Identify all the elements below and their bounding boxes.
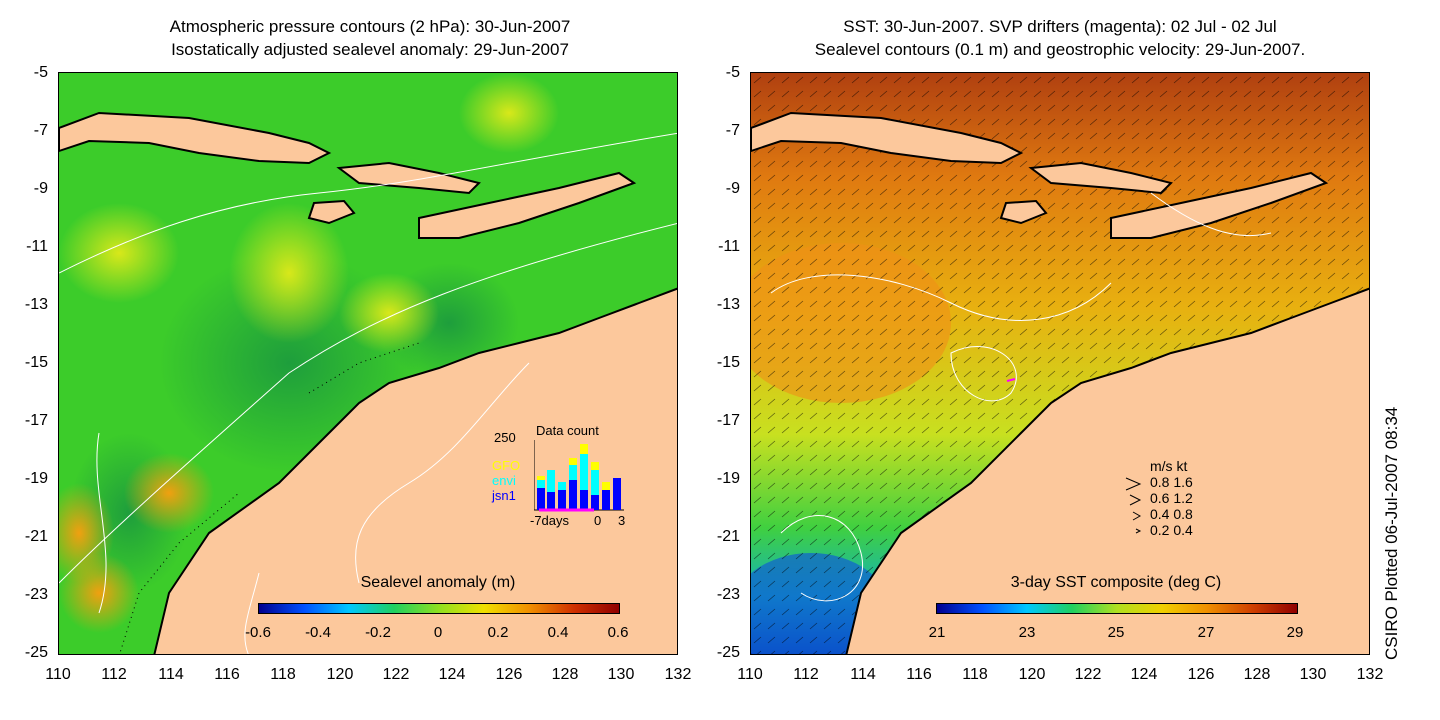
y-tick: -15: [716, 354, 740, 371]
colorbar-tick: 25: [1107, 624, 1125, 641]
sealevel-anomaly-map: [58, 72, 678, 655]
x-tick: 128: [551, 666, 579, 683]
velocity-legend-header: m/s kt: [1150, 458, 1188, 474]
x-tick: 116: [906, 666, 932, 683]
right-title-line2: Sealevel contours (0.1 m) and geostrophi…: [814, 40, 1306, 59]
left-title-line1: Atmospheric pressure contours (2 hPa): 3…: [169, 17, 571, 36]
y-tick: -25: [716, 644, 740, 661]
x-tick: 126: [1187, 666, 1215, 683]
legend-envi: envi: [492, 473, 516, 488]
x-tick: 114: [158, 666, 184, 683]
colorbar-tick: 0.6: [607, 624, 629, 641]
y-tick: -23: [24, 586, 48, 603]
y-tick: -21: [716, 528, 740, 545]
y-tick: -13: [24, 296, 48, 313]
velocity-legend-row: 0.6 1.2: [1150, 490, 1193, 506]
y-tick: -15: [24, 354, 48, 371]
y-tick: -7: [725, 122, 740, 139]
y-tick: -9: [725, 180, 740, 197]
x-tick: 116: [214, 666, 240, 683]
colorbar-tick: 27: [1197, 624, 1215, 641]
x-tick: 124: [438, 666, 466, 683]
sst-map: [750, 72, 1370, 655]
sst-map-graphic: [751, 73, 1369, 654]
y-tick: -19: [24, 470, 48, 487]
velocity-legend-row: 0.2 0.4: [1150, 522, 1193, 538]
colorbar-tick: 0.2: [487, 624, 509, 641]
sealevel-colorbar-title: Sealevel anomaly (m): [360, 574, 516, 591]
data-count-bars: [534, 440, 624, 512]
colorbar-tick: 21: [928, 624, 946, 641]
colorbar-tick: 23: [1018, 624, 1036, 641]
x-tick: 128: [1243, 666, 1271, 683]
y-tick: -13: [716, 296, 740, 313]
data-count-ymax: 250: [494, 430, 516, 445]
left-title-line2: Isostatically adjusted sealevel anomaly:…: [171, 40, 569, 59]
y-tick: -5: [725, 64, 740, 81]
data-count-x-zero: 0: [594, 513, 602, 528]
legend-gfo: GFO: [492, 458, 521, 473]
sealevel-colorbar: [258, 603, 620, 614]
y-tick: -9: [33, 180, 48, 197]
x-tick: 120: [1018, 666, 1046, 683]
x-tick: 112: [101, 666, 127, 683]
colorbar-tick: 0: [433, 624, 443, 641]
velocity-legend-row: 0.4 0.8: [1150, 506, 1193, 522]
x-tick: 124: [1130, 666, 1158, 683]
y-tick: -7: [33, 122, 48, 139]
y-tick: -23: [716, 586, 740, 603]
velocity-legend-row: 0.8 1.6: [1150, 474, 1193, 490]
colorbar-tick: -0.6: [245, 624, 271, 641]
sealevel-anomaly-map-graphic: [59, 73, 677, 654]
x-tick: 132: [664, 666, 692, 683]
colorbar-tick: 29: [1286, 624, 1304, 641]
x-tick: 118: [270, 666, 296, 683]
sst-colorbar: [936, 603, 1298, 614]
sst-colorbar-title: 3-day SST composite (deg C): [1010, 574, 1222, 591]
colorbar-tick: -0.4: [305, 624, 331, 641]
x-tick: 122: [1074, 666, 1102, 683]
velocity-arrow-icons: [1125, 477, 1142, 534]
colorbar-tick: -0.2: [365, 624, 391, 641]
y-tick: -19: [716, 470, 740, 487]
x-tick: 120: [326, 666, 354, 683]
data-count-x-start: -7days: [530, 513, 570, 528]
x-tick: 132: [1356, 666, 1384, 683]
y-tick: -17: [24, 412, 48, 429]
y-tick: -21: [24, 528, 48, 545]
x-tick: 112: [793, 666, 819, 683]
x-tick: 126: [495, 666, 523, 683]
data-count-title: Data count: [536, 423, 599, 438]
x-tick: 130: [1299, 666, 1327, 683]
y-tick: -11: [26, 238, 48, 255]
right-title-line1: SST: 30-Jun-2007. SVP drifters (magenta)…: [843, 17, 1277, 36]
x-tick: 114: [850, 666, 876, 683]
x-tick: 122: [382, 666, 410, 683]
data-count-x-end: 3: [618, 513, 626, 528]
plot-credit: CSIRO Plotted 06-Jul-2007 08:34: [1382, 406, 1401, 660]
x-tick: 130: [607, 666, 635, 683]
y-tick: -5: [33, 64, 48, 81]
legend-jsn1: jsn1: [492, 488, 516, 503]
y-tick: -17: [716, 412, 740, 429]
x-tick: 110: [45, 666, 71, 683]
y-tick: -25: [24, 644, 48, 661]
x-tick: 118: [962, 666, 988, 683]
y-tick: -11: [718, 238, 740, 255]
colorbar-tick: 0.4: [547, 624, 569, 641]
x-tick: 110: [737, 666, 763, 683]
